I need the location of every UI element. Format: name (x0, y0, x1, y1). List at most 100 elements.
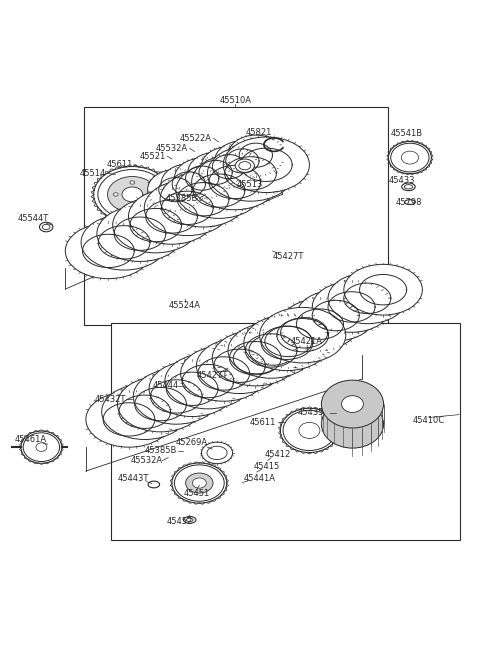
Ellipse shape (244, 315, 330, 371)
Ellipse shape (283, 410, 336, 451)
Text: 45441A: 45441A (243, 474, 275, 483)
Ellipse shape (280, 408, 338, 453)
Ellipse shape (65, 223, 152, 278)
Ellipse shape (21, 431, 62, 463)
Ellipse shape (186, 518, 193, 521)
Text: 45421A: 45421A (291, 337, 323, 346)
Ellipse shape (186, 473, 213, 493)
Ellipse shape (118, 377, 204, 432)
Ellipse shape (297, 290, 375, 341)
Ellipse shape (249, 316, 327, 367)
Ellipse shape (207, 446, 227, 460)
Ellipse shape (207, 145, 294, 201)
Text: 45532A: 45532A (156, 144, 188, 153)
Ellipse shape (228, 135, 284, 176)
Text: 45611: 45611 (250, 418, 276, 427)
Text: 45514: 45514 (80, 169, 106, 178)
Ellipse shape (391, 143, 429, 172)
Ellipse shape (23, 433, 60, 462)
Text: 45541B: 45541B (391, 129, 422, 138)
Ellipse shape (202, 442, 233, 464)
Ellipse shape (148, 170, 203, 210)
Ellipse shape (97, 206, 183, 261)
Ellipse shape (146, 193, 151, 196)
Text: 45522A: 45522A (180, 134, 212, 143)
Ellipse shape (344, 265, 422, 315)
Text: 45451: 45451 (184, 489, 210, 498)
Ellipse shape (265, 307, 343, 358)
Ellipse shape (133, 369, 219, 424)
Text: 45532A: 45532A (131, 456, 163, 465)
Bar (84, 107, 388, 325)
Ellipse shape (212, 330, 299, 386)
Text: 45412: 45412 (264, 450, 290, 459)
Ellipse shape (160, 172, 246, 227)
Text: 45269A: 45269A (176, 438, 208, 447)
Text: 45435: 45435 (298, 408, 324, 417)
Ellipse shape (239, 162, 251, 170)
Ellipse shape (322, 380, 384, 428)
Ellipse shape (402, 183, 415, 191)
Text: 45510A: 45510A (219, 96, 251, 105)
Ellipse shape (122, 187, 143, 202)
Ellipse shape (196, 338, 283, 394)
Text: 45821: 45821 (246, 128, 272, 137)
Ellipse shape (129, 189, 215, 244)
Text: 45443T: 45443T (118, 474, 149, 483)
Text: 45427T: 45427T (272, 252, 303, 261)
Text: 45798: 45798 (395, 198, 422, 206)
Ellipse shape (172, 463, 227, 503)
Text: 45461A: 45461A (14, 436, 47, 445)
Ellipse shape (113, 197, 199, 253)
Ellipse shape (180, 346, 267, 402)
Ellipse shape (165, 353, 251, 409)
Ellipse shape (130, 205, 135, 208)
Text: 45452: 45452 (167, 517, 193, 526)
Ellipse shape (342, 396, 363, 413)
Text: 45444: 45444 (153, 381, 179, 390)
Ellipse shape (176, 163, 262, 218)
Text: 45611: 45611 (106, 160, 132, 169)
Ellipse shape (144, 180, 230, 236)
Ellipse shape (299, 422, 320, 438)
Ellipse shape (201, 147, 257, 187)
Ellipse shape (233, 325, 312, 375)
Ellipse shape (36, 443, 47, 451)
Ellipse shape (388, 141, 432, 174)
Ellipse shape (81, 215, 167, 270)
Text: 45432T: 45432T (95, 395, 126, 403)
Ellipse shape (188, 153, 243, 193)
Ellipse shape (39, 222, 53, 232)
Text: 45427T: 45427T (196, 371, 228, 380)
Ellipse shape (42, 225, 50, 230)
Ellipse shape (174, 465, 224, 501)
Text: 45544T: 45544T (18, 214, 49, 223)
Ellipse shape (328, 273, 407, 324)
Ellipse shape (217, 333, 296, 384)
Ellipse shape (108, 177, 157, 212)
Text: 45385B: 45385B (166, 194, 198, 203)
Ellipse shape (192, 478, 206, 488)
Text: 45385B: 45385B (145, 447, 177, 455)
Ellipse shape (215, 141, 270, 181)
Ellipse shape (86, 392, 172, 447)
Ellipse shape (98, 170, 167, 219)
Ellipse shape (322, 400, 384, 448)
Ellipse shape (174, 158, 230, 198)
Ellipse shape (281, 299, 359, 350)
Text: 45415: 45415 (253, 462, 279, 471)
Ellipse shape (405, 185, 412, 189)
Text: 45410C: 45410C (413, 417, 445, 425)
Ellipse shape (149, 361, 235, 417)
Ellipse shape (161, 164, 216, 204)
Ellipse shape (228, 323, 314, 378)
Text: 45433: 45433 (388, 176, 415, 185)
Ellipse shape (235, 159, 254, 172)
Ellipse shape (192, 154, 278, 210)
Ellipse shape (223, 137, 310, 193)
Ellipse shape (183, 517, 196, 523)
Text: 45513: 45513 (236, 180, 263, 189)
Ellipse shape (260, 307, 346, 363)
Ellipse shape (130, 181, 135, 184)
Text: 45521: 45521 (140, 152, 166, 160)
